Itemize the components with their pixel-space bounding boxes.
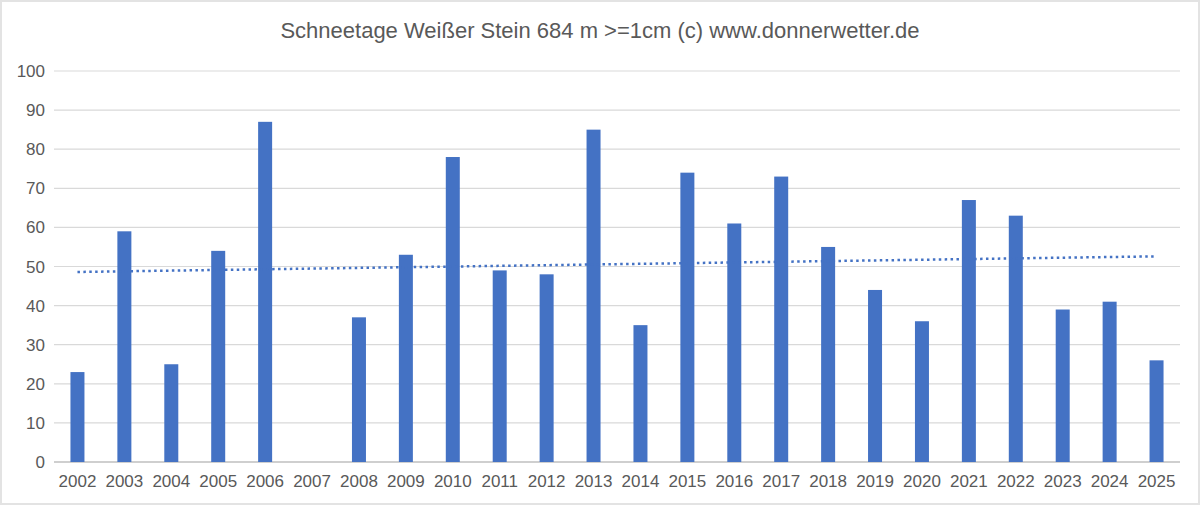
bar-2006	[258, 122, 272, 462]
x-tick-label: 2009	[387, 472, 425, 491]
y-tick-label: 90	[26, 101, 45, 120]
x-tick-label: 2023	[1044, 472, 1082, 491]
x-tick-label: 2021	[950, 472, 988, 491]
x-tick-label: 2007	[293, 472, 331, 491]
y-tick-label: 20	[26, 375, 45, 394]
chart-container: Schneetage Weißer Stein 684 m >=1cm (c) …	[0, 0, 1200, 505]
bar-2018	[821, 247, 835, 462]
bar-2010	[446, 157, 460, 462]
bar-2019	[868, 290, 882, 462]
x-tick-label: 2020	[903, 472, 941, 491]
x-tick-label: 2022	[997, 472, 1035, 491]
bar-2003	[117, 231, 131, 462]
x-tick-label: 2018	[809, 472, 847, 491]
x-tick-label: 2019	[856, 472, 894, 491]
x-tick-label: 2006	[246, 472, 284, 491]
bar-2013	[587, 130, 601, 462]
y-tick-label: 60	[26, 218, 45, 237]
y-tick-label: 40	[26, 297, 45, 316]
bar-2021	[962, 200, 976, 462]
bar-2025	[1150, 360, 1164, 462]
x-tick-label: 2012	[528, 472, 566, 491]
y-tick-label: 80	[26, 140, 45, 159]
bar-2011	[493, 270, 507, 462]
bar-2017	[774, 177, 788, 462]
x-tick-label: 2024	[1091, 472, 1129, 491]
bar-2016	[727, 223, 741, 462]
x-tick-label: 2016	[715, 472, 753, 491]
bar-2008	[352, 317, 366, 462]
bar-2004	[164, 364, 178, 462]
bar-2023	[1056, 310, 1070, 462]
x-tick-label: 2017	[762, 472, 800, 491]
x-tick-label: 2015	[668, 472, 706, 491]
bar-2020	[915, 321, 929, 462]
x-tick-label: 2014	[622, 472, 660, 491]
bar-chart-plot: 0 10 20 30 40 50 60 70 80 90 100 2002 2003 2004 2005 20…	[2, 2, 1198, 503]
x-tick-label: 2003	[105, 472, 143, 491]
bar-2012	[540, 274, 554, 462]
bar-2022	[1009, 216, 1023, 462]
bar-2005	[211, 251, 225, 462]
x-tick-label: 2010	[434, 472, 472, 491]
x-tick-label: 2004	[152, 472, 190, 491]
y-tick-label: 100	[17, 62, 45, 81]
x-tick-label: 2013	[575, 472, 613, 491]
bar-2002	[70, 372, 84, 462]
y-tick-label: 50	[26, 258, 45, 277]
x-tick-label: 2002	[59, 472, 97, 491]
x-tick-label: 2005	[199, 472, 237, 491]
bar-2015	[680, 173, 694, 462]
y-tick-label: 70	[26, 179, 45, 198]
x-tick-label: 2011	[481, 472, 518, 491]
x-tick-label: 2025	[1138, 472, 1176, 491]
bar-2024	[1103, 302, 1117, 462]
x-tick-label: 2008	[340, 472, 378, 491]
y-tick-label: 10	[26, 414, 45, 433]
bar-2009	[399, 255, 413, 462]
y-tick-label: 0	[36, 453, 45, 472]
bar-2014	[633, 325, 647, 462]
y-tick-label: 30	[26, 336, 45, 355]
trendline	[77, 256, 1156, 272]
